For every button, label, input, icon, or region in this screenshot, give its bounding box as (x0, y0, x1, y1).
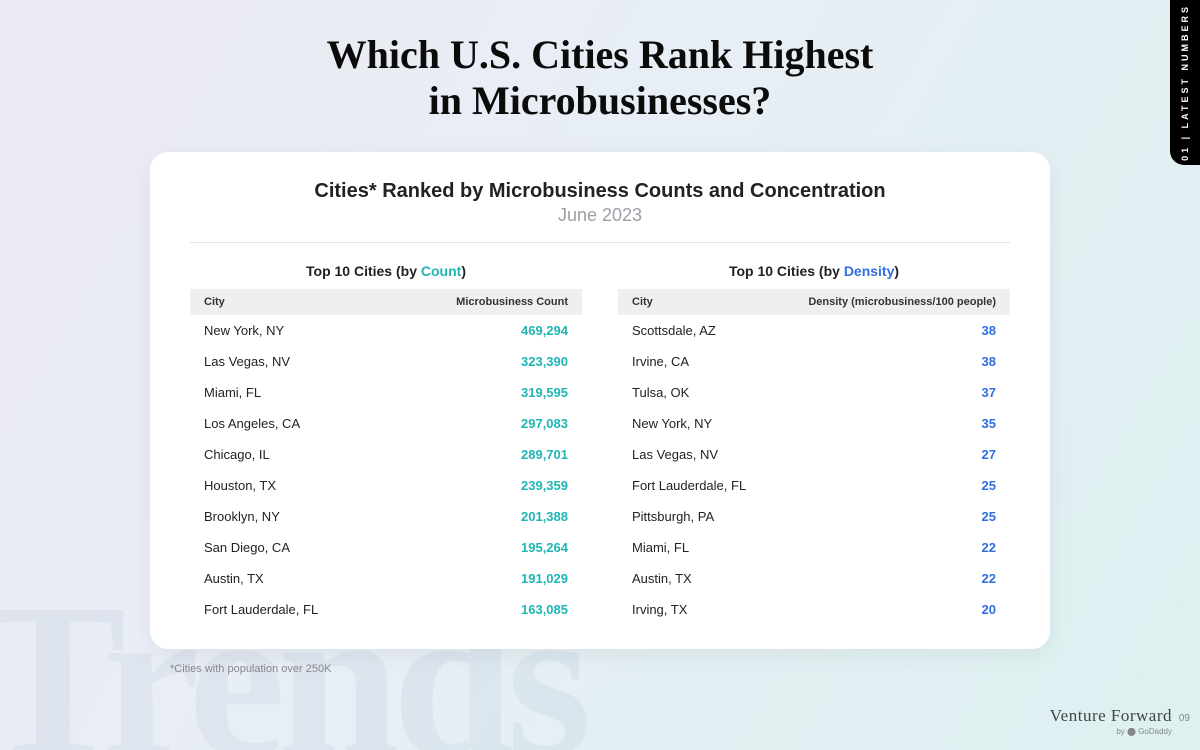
cell-city: Tulsa, OK (632, 385, 982, 400)
cell-city: Pittsburgh, PA (632, 509, 982, 524)
card-title: Cities* Ranked by Microbusiness Counts a… (190, 180, 1010, 203)
cell-value: 201,388 (521, 509, 568, 524)
table-row: Los Angeles, CA297,083 (190, 408, 582, 439)
cell-value: 38 (982, 323, 996, 338)
table-row: Las Vegas, NV323,390 (190, 346, 582, 377)
table-row: New York, NY469,294 (190, 315, 582, 346)
table-row: Tulsa, OK37 (618, 377, 1010, 408)
cell-value: 297,083 (521, 416, 568, 431)
page-title: Which U.S. Cities Rank Highest in Microb… (0, 0, 1200, 124)
cell-value: 37 (982, 385, 996, 400)
table-by-count: Top 10 Cities (by Count) City Microbusin… (190, 263, 582, 625)
cell-value: 319,595 (521, 385, 568, 400)
cell-value: 20 (982, 602, 996, 617)
cell-value: 27 (982, 447, 996, 462)
title-line-2: in Microbusinesses? (429, 78, 772, 123)
side-tab: 01 | LATEST NUMBERS (1170, 0, 1200, 165)
cell-value: 163,085 (521, 602, 568, 617)
cell-city: Irving, TX (632, 602, 982, 617)
table-row: Miami, FL319,595 (190, 377, 582, 408)
table-row: Irvine, CA38 (618, 346, 1010, 377)
page-number: 09 (1179, 713, 1190, 724)
cell-city: Los Angeles, CA (204, 416, 521, 431)
table-density-header: City Density (microbusiness/100 people) (618, 289, 1010, 315)
side-tab-label: 01 | LATEST NUMBERS (1180, 4, 1190, 161)
table-row: Chicago, IL289,701 (190, 439, 582, 470)
table-row: Fort Lauderdale, FL25 (618, 470, 1010, 501)
cell-city: Las Vegas, NV (632, 447, 982, 462)
cell-value: 35 (982, 416, 996, 431)
cell-value: 195,264 (521, 540, 568, 555)
cell-value: 239,359 (521, 478, 568, 493)
cell-value: 469,294 (521, 323, 568, 338)
table-row: New York, NY35 (618, 408, 1010, 439)
cell-city: Scottsdale, AZ (632, 323, 982, 338)
cell-city: Las Vegas, NV (204, 354, 521, 369)
cell-city: Irvine, CA (632, 354, 982, 369)
cell-city: San Diego, CA (204, 540, 521, 555)
table-row: Miami, FL22 (618, 532, 1010, 563)
table-count-header: City Microbusiness Count (190, 289, 582, 315)
footer-byline: by ⬤ GoDaddy (1050, 727, 1172, 736)
table-row: Austin, TX22 (618, 563, 1010, 594)
cell-city: New York, NY (632, 416, 982, 431)
table-row: Fort Lauderdale, FL163,085 (190, 594, 582, 625)
col-density: Density (microbusiness/100 people) (808, 296, 996, 308)
cell-city: Miami, FL (632, 540, 982, 555)
cell-city: Chicago, IL (204, 447, 521, 462)
footer: Venture Forward by ⬤ GoDaddy (1050, 706, 1172, 736)
table-row: Pittsburgh, PA25 (618, 501, 1010, 532)
cell-value: 22 (982, 571, 996, 586)
cell-city: New York, NY (204, 323, 521, 338)
table-row: Las Vegas, NV27 (618, 439, 1010, 470)
footer-brand: Venture Forward (1050, 706, 1172, 726)
tables-wrapper: Top 10 Cities (by Count) City Microbusin… (190, 263, 1010, 625)
cell-value: 38 (982, 354, 996, 369)
card-subtitle: June 2023 (190, 205, 1010, 226)
cell-city: Houston, TX (204, 478, 521, 493)
table-row: Irving, TX20 (618, 594, 1010, 625)
table-density-heading: Top 10 Cities (by Density) (618, 263, 1010, 279)
table-row: Houston, TX239,359 (190, 470, 582, 501)
table-count-heading: Top 10 Cities (by Count) (190, 263, 582, 279)
cell-city: Brooklyn, NY (204, 509, 521, 524)
cell-value: 323,390 (521, 354, 568, 369)
col-city: City (204, 296, 456, 308)
cell-value: 22 (982, 540, 996, 555)
table-by-density: Top 10 Cities (by Density) City Density … (618, 263, 1010, 625)
cell-value: 289,701 (521, 447, 568, 462)
table-row: San Diego, CA195,264 (190, 532, 582, 563)
cell-value: 25 (982, 509, 996, 524)
col-count: Microbusiness Count (456, 296, 568, 308)
footnote: *Cities with population over 250K (170, 663, 1200, 675)
cell-city: Fort Lauderdale, FL (204, 602, 521, 617)
title-line-1: Which U.S. Cities Rank Highest (327, 32, 874, 77)
cell-city: Fort Lauderdale, FL (632, 478, 982, 493)
cell-value: 191,029 (521, 571, 568, 586)
cell-value: 25 (982, 478, 996, 493)
cell-city: Austin, TX (632, 571, 982, 586)
table-row: Scottsdale, AZ38 (618, 315, 1010, 346)
col-city: City (632, 296, 808, 308)
divider (190, 242, 1010, 243)
table-row: Brooklyn, NY201,388 (190, 501, 582, 532)
cell-city: Miami, FL (204, 385, 521, 400)
data-card: Cities* Ranked by Microbusiness Counts a… (150, 152, 1050, 649)
cell-city: Austin, TX (204, 571, 521, 586)
table-row: Austin, TX191,029 (190, 563, 582, 594)
